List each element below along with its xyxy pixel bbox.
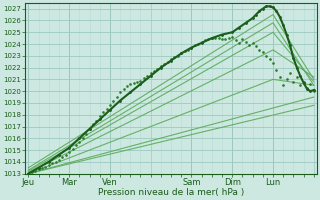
X-axis label: Pression niveau de la mer( hPa ): Pression niveau de la mer( hPa ) (98, 188, 244, 197)
